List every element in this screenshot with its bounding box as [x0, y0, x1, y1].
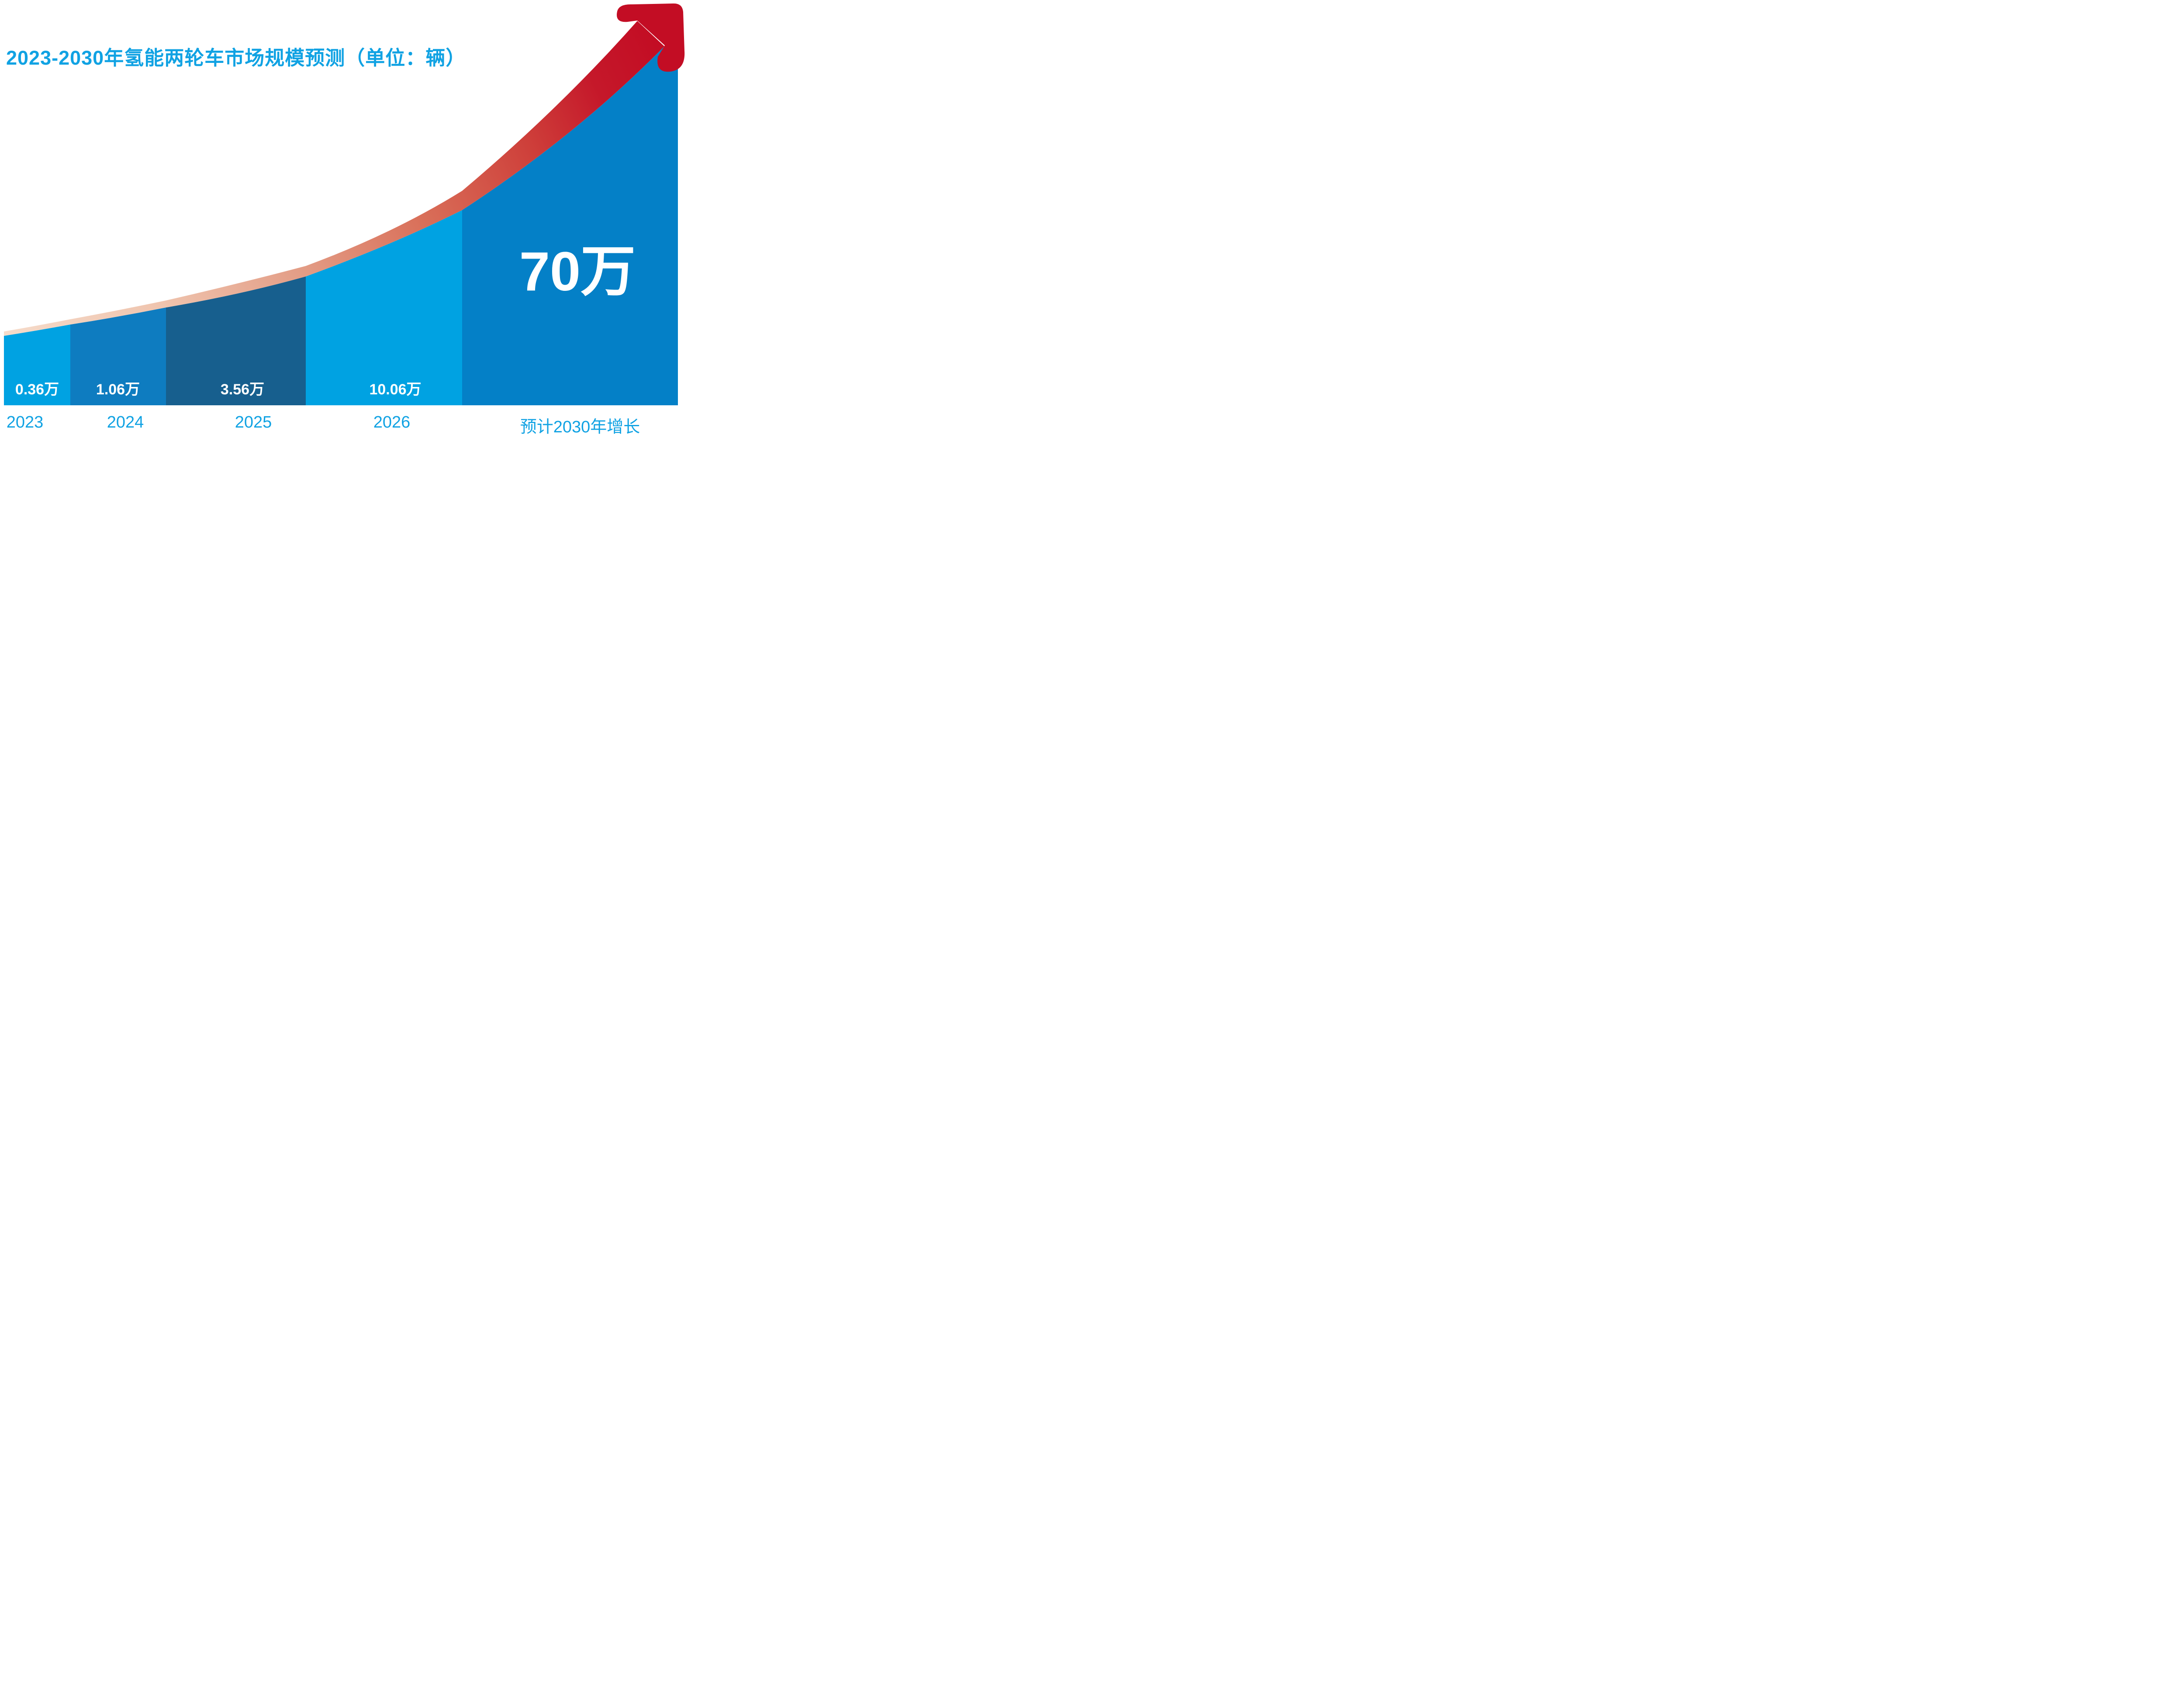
growth-arrow-head-icon [617, 3, 685, 72]
chart-title: 2023-2030年氢能两轮车市场规模预测（单位：辆） [6, 47, 466, 69]
bar-2026 [306, 210, 462, 405]
axis-label-2030-forecast: 预计2030年增长 [520, 418, 640, 435]
bars-group [4, 46, 678, 405]
chart-canvas [4, 3, 685, 405]
axis-label-2024: 2024 [107, 413, 144, 431]
bar-2023 [4, 324, 70, 405]
axis-label-2026: 2026 [373, 413, 411, 431]
bar-2024 [70, 307, 166, 405]
bar-预计2030年增长 [462, 46, 678, 405]
value-label-2023: 0.36万 [15, 381, 59, 398]
value-label-2024: 1.06万 [96, 381, 140, 398]
axis-label-2023: 2023 [6, 413, 44, 431]
bar-2025 [166, 276, 306, 405]
value-label-2026: 10.06万 [369, 381, 422, 398]
axis-label-2025: 2025 [235, 413, 272, 431]
value-label-2025: 3.56万 [220, 381, 265, 398]
value-label-2030: 70万 [519, 241, 636, 302]
hydrogen-two-wheeler-market-chart: 2023-2030年氢能两轮车市场规模预测（单位：辆） 0.36万 1.06万 … [0, 0, 685, 435]
